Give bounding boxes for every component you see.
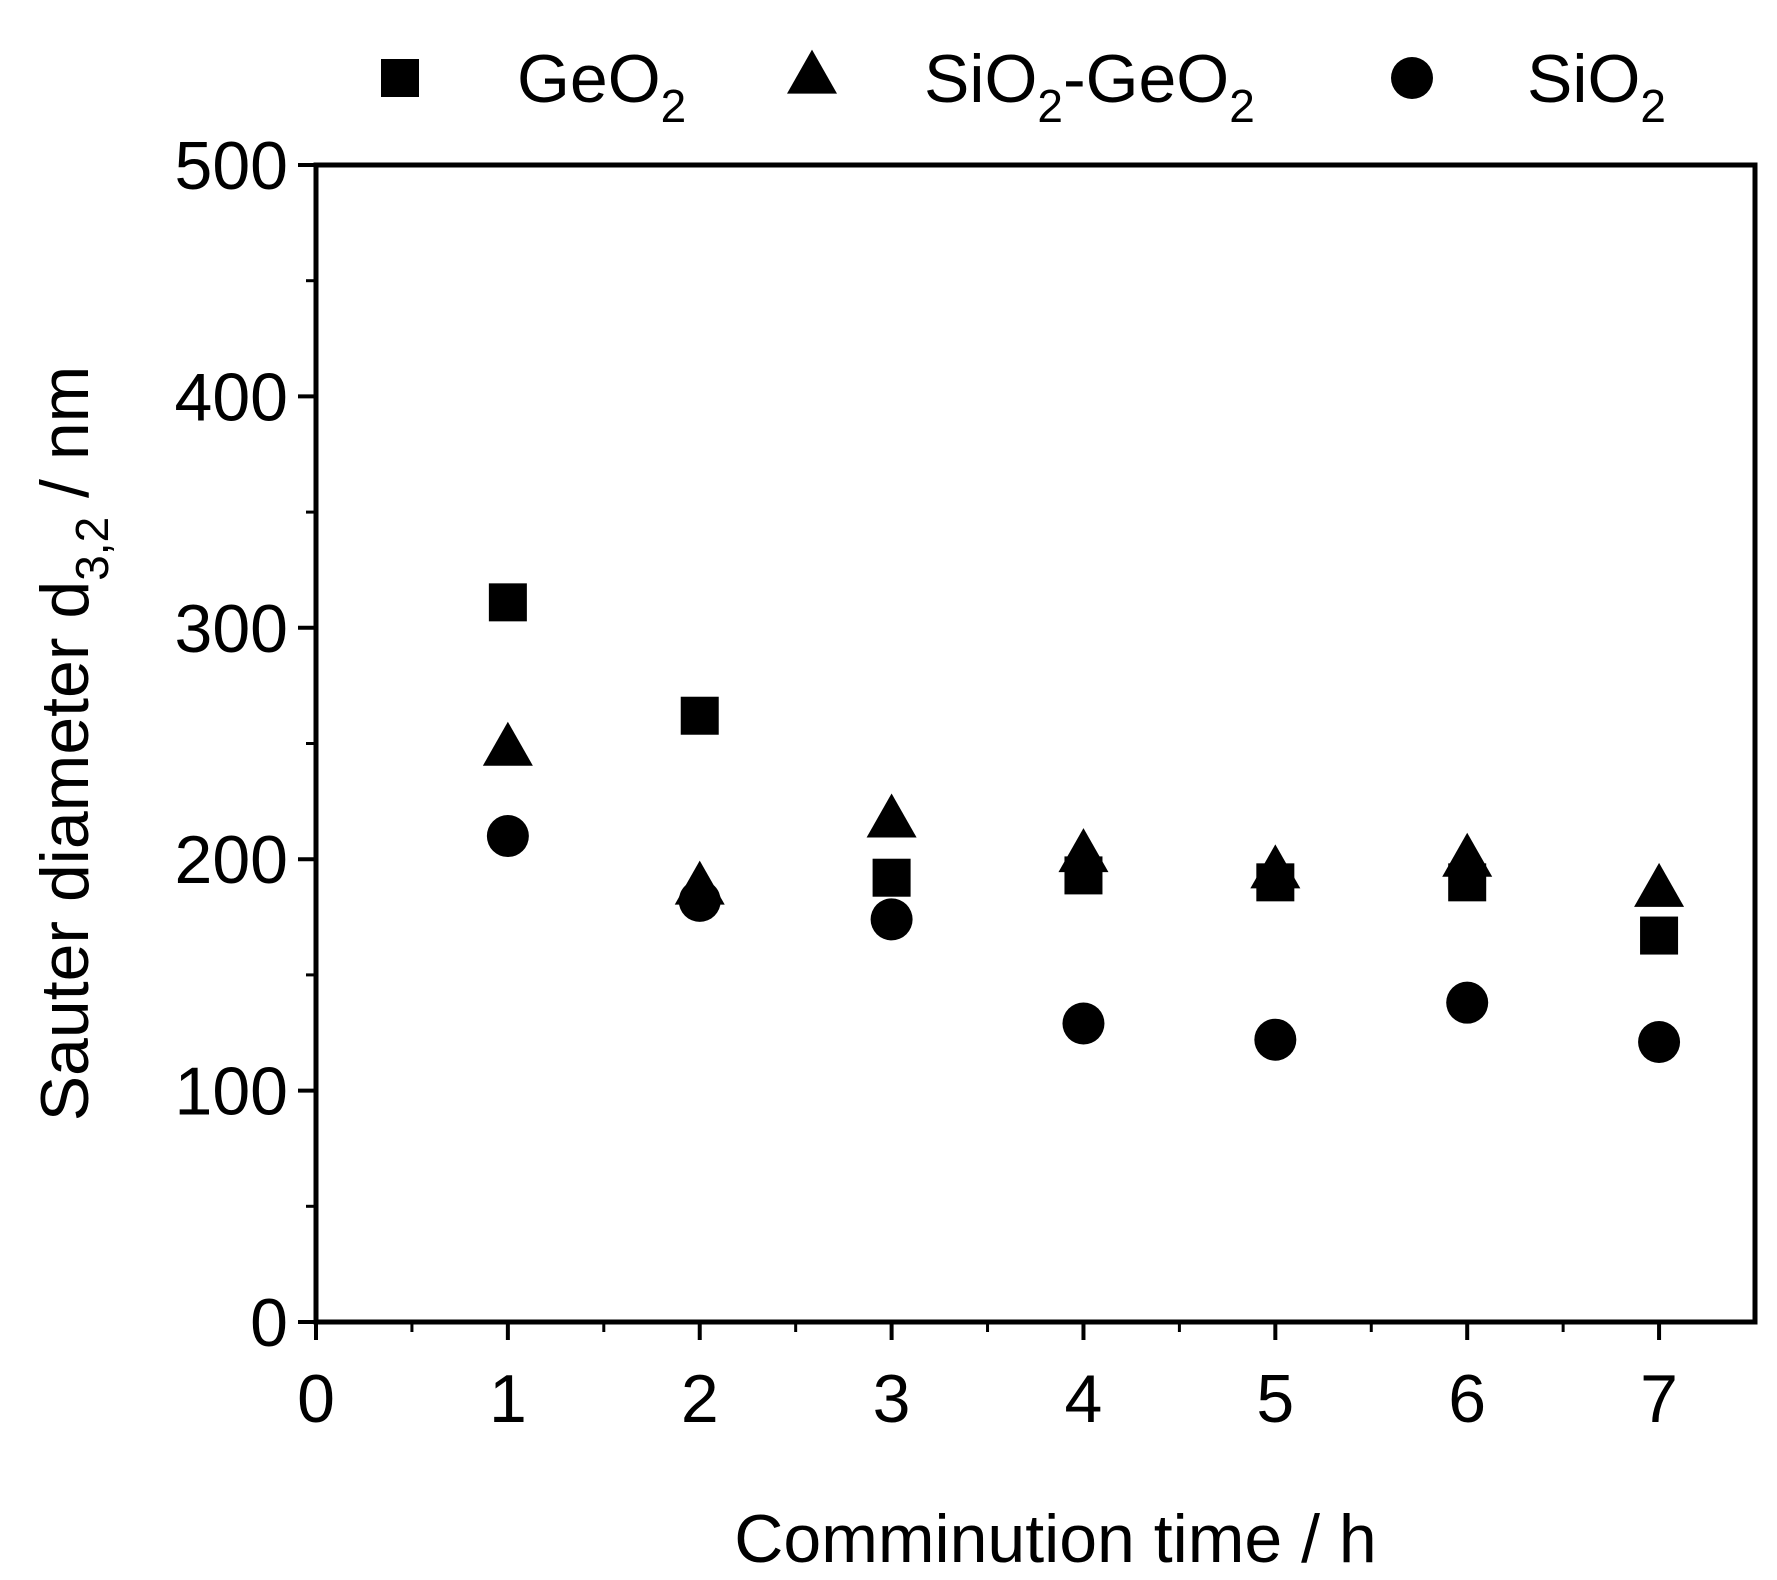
- y-tick-label: 200: [175, 822, 288, 898]
- x-tick-label: 3: [873, 1361, 911, 1437]
- legend-label-sio2-geo2: SiO2-GeO2: [924, 41, 1255, 132]
- y-tick-label: 100: [175, 1054, 288, 1130]
- x-tick-label: 2: [681, 1361, 719, 1437]
- point-sio2: [1446, 981, 1489, 1024]
- point-sio2: [1062, 1002, 1105, 1045]
- x-tick-label: 0: [297, 1361, 335, 1437]
- y-axis-title-text: Sauter diameter d3,2 / nm: [27, 366, 118, 1122]
- point-geo2: [680, 696, 719, 735]
- point-sio2: [1638, 1021, 1681, 1064]
- point-sio2-geo2: [1634, 862, 1685, 907]
- x-tick-label: 4: [1065, 1361, 1103, 1437]
- legend-marker-sio2: [1391, 57, 1433, 99]
- point-sio2: [678, 879, 721, 922]
- x-tick-label: 6: [1448, 1361, 1486, 1437]
- point-sio2-geo2: [1250, 844, 1301, 889]
- point-sio2-geo2: [866, 793, 917, 838]
- point-sio2-geo2: [482, 721, 533, 766]
- legend-label-geo2: GeO2: [517, 41, 686, 132]
- point-sio2: [486, 815, 529, 858]
- legend-marker-geo2: [381, 59, 419, 97]
- legend: GeO2 SiO2-GeO2 SiO2: [381, 41, 1666, 132]
- y-tick-label: 0: [250, 1285, 288, 1361]
- point-geo2: [488, 583, 527, 622]
- y-tick-label: 300: [175, 591, 288, 667]
- x-tick-label: 1: [489, 1361, 527, 1437]
- x-axis-title: Comminution time / h: [734, 1501, 1376, 1577]
- y-tick-label: 500: [175, 128, 288, 204]
- x-axis-title-group: Comminution time / h: [734, 1501, 1376, 1577]
- point-sio2: [1254, 1018, 1297, 1061]
- tick-labels: 0 1 2 3 4 5 6 7 0 100 200 300 400 500: [175, 128, 1678, 1437]
- x-tick-label: 7: [1640, 1361, 1678, 1437]
- plot-frame: [313, 162, 1758, 1325]
- series-geo2: [488, 583, 1679, 955]
- point-geo2: [1640, 916, 1679, 955]
- point-geo2: [872, 858, 911, 897]
- point-sio2: [870, 898, 913, 941]
- y-tick-label: 400: [175, 359, 288, 435]
- y-axis-title: Sauter diameter d3,2 / nm: [27, 366, 118, 1122]
- series-sio2: [486, 815, 1681, 1064]
- data-points: [482, 583, 1685, 1064]
- legend-marker-sio2-geo2: [787, 49, 837, 94]
- x-tick-label: 5: [1256, 1361, 1294, 1437]
- point-sio2-geo2: [1058, 828, 1109, 873]
- point-sio2-geo2: [1442, 832, 1493, 877]
- legend-label-sio2: SiO2: [1527, 41, 1666, 132]
